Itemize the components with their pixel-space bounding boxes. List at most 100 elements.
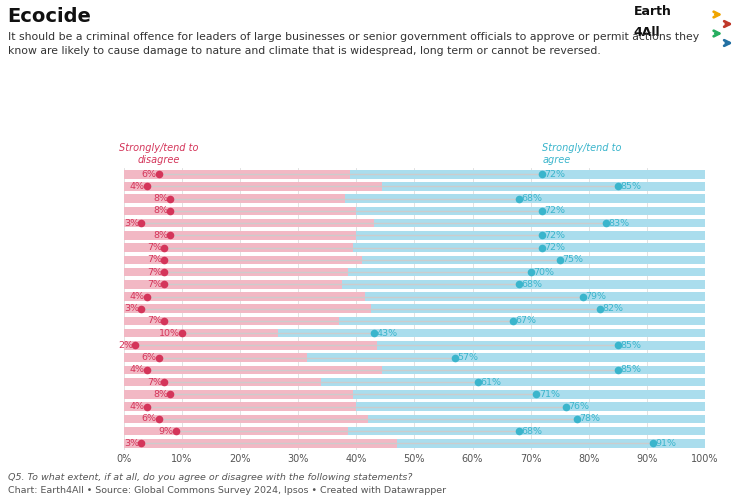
Text: 68%: 68% bbox=[521, 194, 542, 203]
Text: 79%: 79% bbox=[585, 292, 606, 301]
Text: 4%: 4% bbox=[130, 292, 145, 301]
Text: 10%: 10% bbox=[158, 328, 179, 338]
Text: 85%: 85% bbox=[620, 366, 641, 374]
Text: 72%: 72% bbox=[544, 243, 566, 252]
Text: 8%: 8% bbox=[153, 206, 168, 216]
Bar bbox=[124, 206, 356, 215]
Text: 6%: 6% bbox=[141, 353, 156, 362]
Bar bbox=[374, 219, 705, 228]
Text: 82%: 82% bbox=[603, 304, 624, 313]
Bar bbox=[347, 268, 705, 276]
Bar bbox=[124, 414, 368, 423]
Bar bbox=[124, 304, 370, 313]
Text: 83%: 83% bbox=[608, 218, 630, 228]
Bar bbox=[124, 280, 342, 288]
Text: Strongly/tend to
agree: Strongly/tend to agree bbox=[542, 142, 622, 165]
Bar bbox=[124, 329, 278, 338]
Text: 68%: 68% bbox=[521, 280, 542, 289]
Text: Ecocide: Ecocide bbox=[8, 8, 92, 26]
Text: 3%: 3% bbox=[124, 439, 139, 448]
Bar bbox=[307, 354, 705, 362]
Bar bbox=[124, 316, 339, 326]
Bar bbox=[124, 354, 307, 362]
Bar bbox=[124, 366, 382, 374]
Text: 76%: 76% bbox=[568, 402, 589, 411]
Text: Chart: Earth4All • Source: Global Commons Survey 2024, Ipsos • Created with Data: Chart: Earth4All • Source: Global Common… bbox=[8, 486, 446, 495]
Bar bbox=[124, 256, 362, 264]
Bar bbox=[124, 194, 344, 203]
Bar bbox=[347, 427, 705, 436]
Text: Q5. To what extent, if at all, do you agree or disagree with the following state: Q5. To what extent, if at all, do you ag… bbox=[8, 472, 412, 482]
Text: 43%: 43% bbox=[376, 328, 398, 338]
Text: 4%: 4% bbox=[130, 402, 145, 411]
Text: 71%: 71% bbox=[538, 390, 560, 399]
Bar bbox=[124, 390, 353, 398]
Bar bbox=[356, 402, 705, 411]
Bar bbox=[124, 439, 397, 448]
Bar bbox=[339, 316, 705, 326]
Text: 85%: 85% bbox=[620, 182, 641, 191]
Text: 7%: 7% bbox=[147, 268, 162, 276]
Text: 8%: 8% bbox=[153, 231, 168, 240]
Bar bbox=[356, 206, 705, 215]
Text: 61%: 61% bbox=[481, 378, 502, 386]
Text: 3%: 3% bbox=[124, 304, 139, 313]
Bar bbox=[124, 219, 374, 228]
Text: 4%: 4% bbox=[130, 182, 145, 191]
Bar bbox=[124, 268, 347, 276]
Bar bbox=[124, 402, 356, 411]
Text: 70%: 70% bbox=[533, 268, 554, 276]
Bar bbox=[362, 256, 705, 264]
Bar bbox=[344, 194, 705, 203]
Bar bbox=[124, 427, 347, 436]
Text: 6%: 6% bbox=[141, 414, 156, 424]
Bar bbox=[124, 244, 353, 252]
Text: Strongly/tend to
disagree: Strongly/tend to disagree bbox=[119, 142, 198, 165]
Text: 72%: 72% bbox=[544, 231, 566, 240]
Bar bbox=[124, 182, 382, 190]
Bar bbox=[124, 341, 376, 349]
Text: 68%: 68% bbox=[521, 426, 542, 436]
Bar bbox=[124, 170, 350, 178]
Bar bbox=[353, 390, 705, 398]
Bar bbox=[368, 414, 705, 423]
Text: Earth: Earth bbox=[634, 5, 672, 18]
Text: 4%: 4% bbox=[130, 366, 145, 374]
Text: 9%: 9% bbox=[159, 426, 174, 436]
Text: 7%: 7% bbox=[147, 243, 162, 252]
Text: 72%: 72% bbox=[544, 170, 566, 178]
Text: 78%: 78% bbox=[580, 414, 601, 424]
Bar bbox=[353, 244, 705, 252]
Bar bbox=[124, 231, 356, 239]
Text: 3%: 3% bbox=[124, 218, 139, 228]
Bar bbox=[342, 280, 705, 288]
Text: 2%: 2% bbox=[118, 341, 133, 350]
Text: 91%: 91% bbox=[655, 439, 676, 448]
Bar bbox=[365, 292, 705, 301]
Bar bbox=[356, 231, 705, 239]
Text: 7%: 7% bbox=[147, 378, 162, 386]
Bar bbox=[278, 329, 705, 338]
Text: 8%: 8% bbox=[153, 194, 168, 203]
Text: 67%: 67% bbox=[515, 316, 536, 326]
Bar bbox=[376, 341, 705, 349]
Bar bbox=[350, 170, 705, 178]
Text: 85%: 85% bbox=[620, 341, 641, 350]
Bar bbox=[321, 378, 705, 386]
Text: 6%: 6% bbox=[141, 170, 156, 178]
Text: 4All: 4All bbox=[634, 26, 660, 40]
Text: 72%: 72% bbox=[544, 206, 566, 216]
Text: It should be a criminal offence for leaders of large businesses or senior govern: It should be a criminal offence for lead… bbox=[8, 32, 699, 56]
Text: 7%: 7% bbox=[147, 280, 162, 289]
Text: 57%: 57% bbox=[458, 353, 478, 362]
Text: 7%: 7% bbox=[147, 256, 162, 264]
Bar bbox=[124, 378, 321, 386]
Bar bbox=[370, 304, 705, 313]
Bar bbox=[397, 439, 705, 448]
Bar bbox=[382, 366, 705, 374]
Bar bbox=[124, 292, 365, 301]
Text: 75%: 75% bbox=[562, 256, 583, 264]
Text: 8%: 8% bbox=[153, 390, 168, 399]
Bar bbox=[382, 182, 705, 190]
Text: 7%: 7% bbox=[147, 316, 162, 326]
